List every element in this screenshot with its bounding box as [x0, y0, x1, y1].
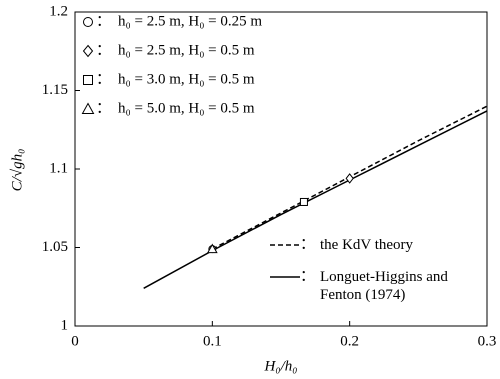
legend-separator: ：	[96, 100, 111, 116]
y-tick-label: 1.2	[49, 3, 68, 19]
data-point	[299, 197, 308, 206]
legend-label: the KdV theory	[320, 237, 414, 253]
legend-separator: ：	[96, 42, 111, 58]
x-tick-label: 0.3	[478, 333, 497, 349]
data-point	[345, 173, 354, 184]
y-tick-label: 1.05	[42, 239, 68, 255]
legend-label: h₀ = 2.5 m, H₀ = 0.25 m	[118, 13, 262, 29]
legend-separator: ：	[96, 71, 111, 87]
x-tick-label: 0.1	[203, 333, 222, 349]
legend-separator: ：	[96, 13, 111, 29]
legend-marker	[82, 44, 94, 58]
legend-marker	[81, 102, 95, 114]
y-tick-label: 1.1	[49, 160, 68, 176]
legend-label: Longuet-Higgins and Fenton (1974)	[320, 269, 448, 303]
x-tick-label: 0.2	[340, 333, 359, 349]
data-line	[143, 110, 488, 289]
data-point	[206, 243, 218, 254]
legend-label: h₀ = 5.0 m, H₀ = 0.5 m	[118, 100, 255, 116]
y-axis-label: C/√gh₀	[9, 149, 25, 192]
legend-marker	[83, 17, 93, 27]
legend-marker	[83, 75, 93, 85]
legend-separator: ：	[300, 236, 315, 252]
legend-separator: ：	[300, 268, 315, 284]
x-tick-label: 0	[71, 333, 79, 349]
y-tick-label: 1	[61, 317, 69, 333]
y-tick-label: 1.15	[42, 82, 68, 98]
x-axis-label: H₀/h₀	[264, 358, 298, 374]
legend-label: h₀ = 2.5 m, H₀ = 0.5 m	[118, 42, 255, 58]
legend-label: h₀ = 3.0 m, H₀ = 0.5 m	[118, 71, 255, 87]
